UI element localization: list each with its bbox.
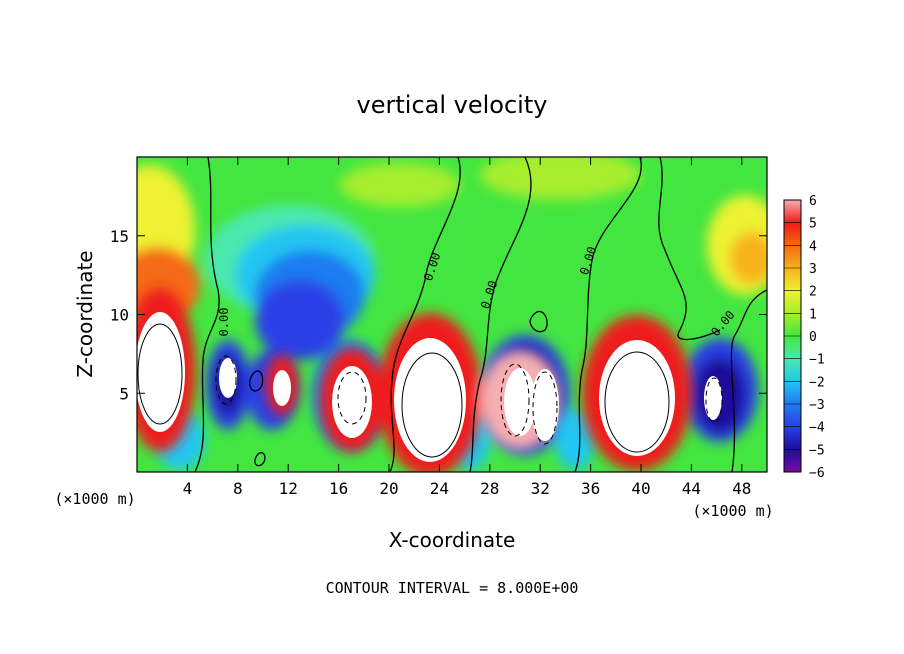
colorbar-tick-label: −6: [809, 466, 825, 481]
colorbar-tick-label: −2: [809, 375, 825, 390]
x-tick-label: 28: [480, 479, 499, 498]
colorbar-tick-label: −5: [809, 443, 825, 458]
colorbar-ticks: 6 5 4 3 2 1 0 −1 −2 −3 −4 −5 −6: [784, 194, 825, 481]
x-axis-label: X-coordinate: [389, 528, 516, 552]
contour-label: 0.00: [217, 308, 231, 337]
x-tick-label: 24: [430, 479, 449, 498]
x-tick-label: 40: [631, 479, 650, 498]
colorbar-tick-label: 4: [809, 239, 817, 254]
colorbar-tick-label: 1: [809, 307, 817, 322]
colorbar-tick-label: −4: [809, 421, 825, 436]
colorbar: 6 5 4 3 2 1 0 −1 −2 −3 −4 −5 −6: [783, 194, 825, 481]
x-tick-label: 48: [732, 479, 751, 498]
y-tick-label: 5: [119, 384, 129, 403]
colorbar-tick-label: 6: [809, 194, 817, 209]
colorbar-tick-label: 3: [809, 262, 817, 277]
colorbar-tick-label: −1: [809, 353, 825, 368]
chart-title: vertical velocity: [357, 91, 548, 119]
x-tick-label: 44: [682, 479, 701, 498]
x-axis-ticks: 4 8 12 16 20 24 28 32 36 40 44 48: [183, 157, 751, 498]
x-tick-label: 16: [329, 479, 348, 498]
colorbar-tick-label: −3: [809, 398, 825, 413]
x-unit-left: (×1000 m): [54, 490, 135, 508]
y-axis-ticks: 5 10 15: [110, 227, 767, 403]
heatmap-field: [137, 157, 767, 472]
x-tick-label: 12: [279, 479, 298, 498]
colorbar-tick-label: 5: [809, 217, 817, 232]
x-tick-label: 8: [233, 479, 243, 498]
x-unit-right: (×1000 m): [692, 502, 773, 520]
y-axis-label: Z-coordinate: [73, 250, 97, 377]
colorbar-tick-label: 0: [809, 330, 817, 345]
y-tick-label: 15: [110, 227, 129, 246]
x-tick-label: 4: [183, 479, 193, 498]
x-tick-label: 36: [581, 479, 600, 498]
x-tick-label: 32: [531, 479, 550, 498]
y-tick-label: 10: [110, 306, 129, 325]
contour-interval: CONTOUR INTERVAL = 8.000E+00: [326, 579, 579, 597]
x-tick-label: 20: [379, 479, 398, 498]
colorbar-tick-label: 2: [809, 285, 817, 300]
